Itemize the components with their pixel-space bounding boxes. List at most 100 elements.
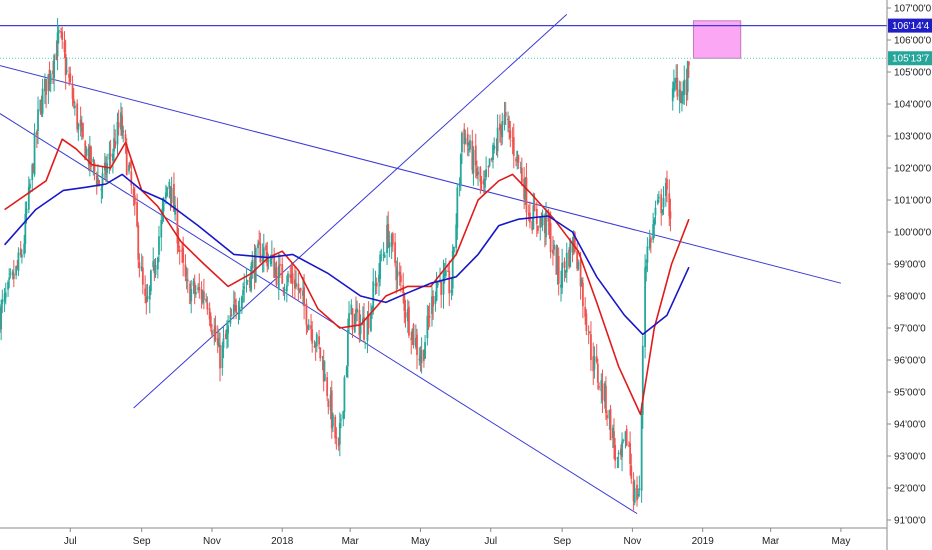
candle-body-a-8[interactable]: [11, 271, 14, 276]
candle-body-a-195[interactable]: [313, 346, 316, 348]
candle-body-a-140[interactable]: [224, 334, 227, 339]
candle-body-a-30[interactable]: [47, 74, 50, 91]
candle-body-a-84[interactable]: [133, 195, 136, 205]
candle-body-a-107[interactable]: [170, 187, 173, 204]
candle-body-a-232[interactable]: [372, 281, 375, 312]
candle-body-a-287[interactable]: [461, 132, 463, 153]
candle-body-a-144[interactable]: [230, 314, 233, 317]
price-badge-1[interactable]: [888, 51, 932, 66]
candle-body-a-153[interactable]: [245, 282, 248, 284]
candle-body-a-31[interactable]: [48, 69, 51, 82]
candle-body-a-257[interactable]: [412, 324, 415, 346]
candle-body-a-274[interactable]: [440, 280, 443, 296]
candle-body-a-374[interactable]: [601, 383, 604, 401]
candle-body-a-239[interactable]: [383, 255, 386, 258]
candle-body-a-407[interactable]: [654, 207, 657, 216]
candle-body-a-88[interactable]: [140, 266, 143, 271]
candle-body-a-106[interactable]: [169, 186, 172, 199]
candle-body-a-97[interactable]: [154, 264, 157, 275]
candle-body-a-326[interactable]: [524, 179, 527, 200]
candle-body-a-211[interactable]: [338, 423, 341, 445]
candle-body-a-150[interactable]: [241, 296, 243, 309]
candle-body-a-307[interactable]: [493, 145, 496, 150]
candle-body-a-337[interactable]: [541, 214, 544, 226]
candle-body-a-238[interactable]: [382, 254, 385, 257]
candle-body-a-234[interactable]: [375, 282, 378, 287]
candle-body-a-315[interactable]: [507, 118, 509, 121]
candle-body-a-248[interactable]: [398, 272, 401, 276]
candle-body-a-288[interactable]: [463, 128, 466, 145]
candle-body-a-324[interactable]: [520, 167, 523, 183]
candle-body-a-82[interactable]: [130, 171, 133, 186]
candle-body-a-189[interactable]: [303, 287, 306, 307]
candle-body-a-21[interactable]: [32, 165, 35, 173]
candle-body-a-308[interactable]: [495, 146, 498, 149]
candle-body-a-76[interactable]: [121, 115, 124, 136]
candle-body-a-344[interactable]: [553, 244, 555, 250]
candle-body-a-93[interactable]: [148, 286, 151, 300]
candle-body-a-109[interactable]: [174, 205, 176, 215]
candle-body-a-132[interactable]: [211, 330, 213, 335]
candle-body-a-56[interactable]: [88, 145, 91, 166]
candle-body-a-302[interactable]: [485, 169, 488, 178]
candle-body-a-94[interactable]: [150, 270, 152, 292]
candle-body-a-301[interactable]: [484, 178, 486, 188]
candle-body-a-203[interactable]: [326, 377, 329, 397]
candle-body-a-350[interactable]: [563, 261, 566, 268]
candle-body-a-383[interactable]: [616, 457, 619, 459]
candle-body-a-406[interactable]: [653, 219, 656, 226]
candle-body-a-202[interactable]: [323, 374, 326, 381]
candle-body-a-208[interactable]: [334, 416, 337, 439]
candle-body-a-35[interactable]: [55, 53, 58, 60]
candle-body-a-62[interactable]: [98, 179, 100, 187]
candle-body-a-325[interactable]: [523, 178, 526, 199]
candle-body-a-223[interactable]: [358, 309, 361, 336]
candle-body-a-69[interactable]: [109, 153, 112, 157]
candle-body-a-63[interactable]: [100, 188, 103, 191]
candle-body-a-117[interactable]: [186, 279, 189, 282]
candle-body-a-224[interactable]: [359, 323, 362, 335]
candle-body-a-249[interactable]: [399, 274, 402, 283]
candle-body-a-389[interactable]: [625, 429, 628, 446]
candle-body-a-395[interactable]: [636, 484, 638, 501]
candle-body-a-360[interactable]: [579, 259, 582, 287]
candle-body-a-338[interactable]: [543, 217, 546, 234]
candle-body-a-75[interactable]: [120, 112, 122, 130]
candle-body-b-12[interactable]: [687, 61, 690, 66]
candle-body-a-86[interactable]: [137, 225, 140, 260]
candle-body-a-346[interactable]: [556, 257, 559, 272]
candle-body-a-260[interactable]: [418, 359, 421, 361]
candle-body-a-33[interactable]: [52, 70, 54, 74]
candle-body-a-323[interactable]: [519, 167, 522, 169]
candle-body-a-400[interactable]: [644, 267, 646, 347]
candle-body-a-410[interactable]: [660, 194, 663, 214]
candle-body-a-385[interactable]: [620, 448, 622, 456]
candle-body-a-241[interactable]: [387, 223, 390, 247]
candle-body-a-198[interactable]: [318, 336, 320, 345]
trendline-1[interactable]: [0, 113, 638, 515]
candle-body-a-137[interactable]: [219, 344, 221, 369]
candle-body-a-122[interactable]: [194, 292, 197, 295]
candle-body-a-160[interactable]: [257, 243, 259, 249]
candle-body-a-305[interactable]: [490, 157, 493, 161]
candle-body-a-66[interactable]: [105, 163, 107, 176]
candle-body-a-316[interactable]: [508, 120, 511, 129]
candle-body-a-143[interactable]: [229, 315, 232, 324]
candle-body-a-351[interactable]: [564, 270, 567, 273]
candle-body-a-281[interactable]: [451, 250, 454, 289]
candle-body-a-327[interactable]: [525, 177, 528, 213]
candle-body-a-271[interactable]: [435, 281, 438, 301]
candle-body-a-12[interactable]: [17, 252, 20, 272]
trendline-2[interactable]: [133, 14, 568, 409]
target-zone-box[interactable]: [692, 20, 742, 59]
candle-body-a-380[interactable]: [611, 427, 614, 439]
candle-body-a-173[interactable]: [277, 265, 280, 290]
candle-body-a-210[interactable]: [337, 437, 340, 446]
candle-body-a-185[interactable]: [297, 283, 300, 291]
candle-body-a-187[interactable]: [299, 287, 302, 292]
candle-body-a-47[interactable]: [73, 105, 76, 108]
candle-body-a-229[interactable]: [367, 313, 370, 329]
candle-body-a-87[interactable]: [138, 262, 141, 269]
candle-body-a-294[interactable]: [472, 149, 475, 174]
candle-body-a-342[interactable]: [549, 223, 552, 253]
